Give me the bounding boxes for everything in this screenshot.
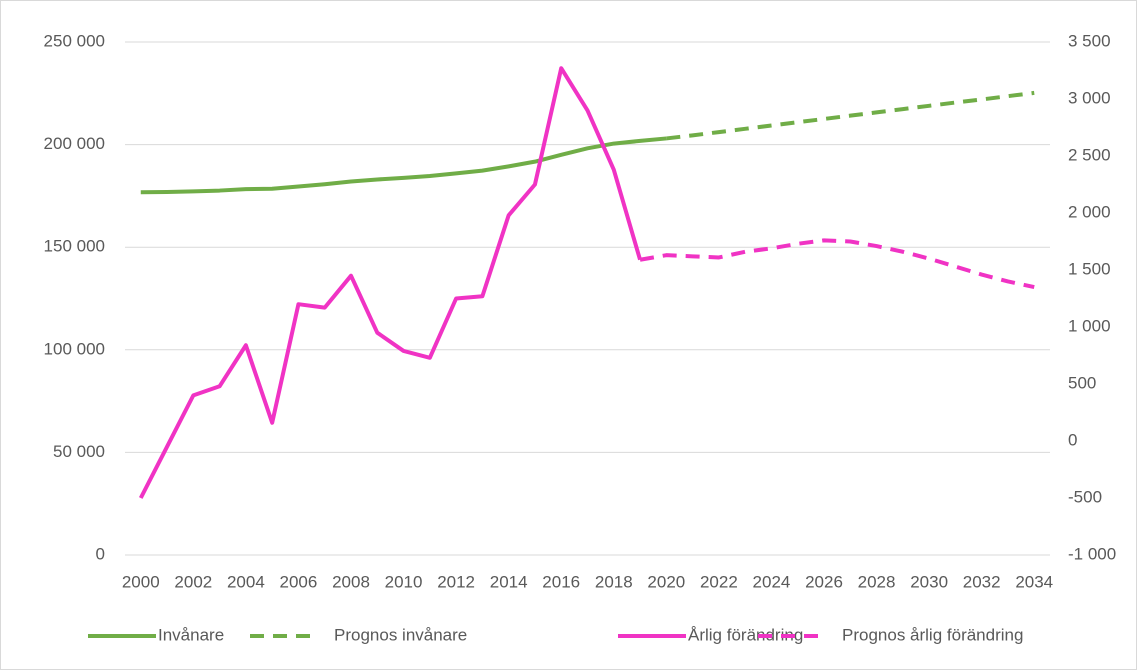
series-line (138, 66, 642, 499)
y2-tick-label: 2 500 (1068, 145, 1111, 164)
x-tick-label: 2024 (753, 572, 791, 591)
y2-tick-label: 3 000 (1068, 88, 1111, 107)
x-tick-label: 2020 (647, 572, 685, 591)
y2-tick-label: -1 000 (1068, 544, 1116, 563)
x-tick-label: 2004 (227, 572, 265, 591)
y-tick-label: 200 000 (44, 134, 105, 153)
series-line (140, 136, 667, 195)
x-tick-label: 2034 (1015, 572, 1053, 591)
legend-label: Invånare (158, 625, 224, 644)
x-tick-label: 2006 (280, 572, 318, 591)
y2-tick-label: 1 500 (1068, 259, 1111, 278)
x-tick-label: 2012 (437, 572, 475, 591)
legend-label: Prognos årlig förändring (842, 625, 1023, 644)
y2-tick-label: -500 (1068, 487, 1102, 506)
x-tick-label: 2028 (858, 572, 896, 591)
x-tick-label: 2014 (490, 572, 528, 591)
x-tick-label: 2022 (700, 572, 738, 591)
y-tick-label: 0 (96, 544, 105, 563)
x-tick-label: 2016 (542, 572, 580, 591)
y-tick-label: 50 000 (53, 442, 105, 461)
x-tick-label: 2032 (963, 572, 1001, 591)
y2-tick-label: 1 000 (1068, 316, 1111, 335)
x-tick-label: 2018 (595, 572, 633, 591)
y2-tick-label: 3 500 (1068, 31, 1111, 50)
x-tick-label: 2000 (122, 572, 160, 591)
y2-tick-label: 2 000 (1068, 202, 1111, 221)
series-line (666, 90, 1035, 141)
y2-tick-label: 0 (1068, 430, 1077, 449)
x-tick-label: 2030 (910, 572, 948, 591)
y-tick-label: 150 000 (44, 237, 105, 256)
x-tick-label: 2026 (805, 572, 843, 591)
y-tick-label: 100 000 (44, 339, 105, 358)
x-tick-label: 2002 (174, 572, 212, 591)
y-tick-label: 250 000 (44, 31, 105, 50)
legend-label: Prognos invånare (334, 625, 467, 644)
x-tick-label: 2010 (385, 572, 423, 591)
series-line (639, 238, 1035, 290)
y2-tick-label: 500 (1068, 373, 1096, 392)
x-tick-label: 2008 (332, 572, 370, 591)
legend-label: Årlig förändring (688, 625, 803, 644)
